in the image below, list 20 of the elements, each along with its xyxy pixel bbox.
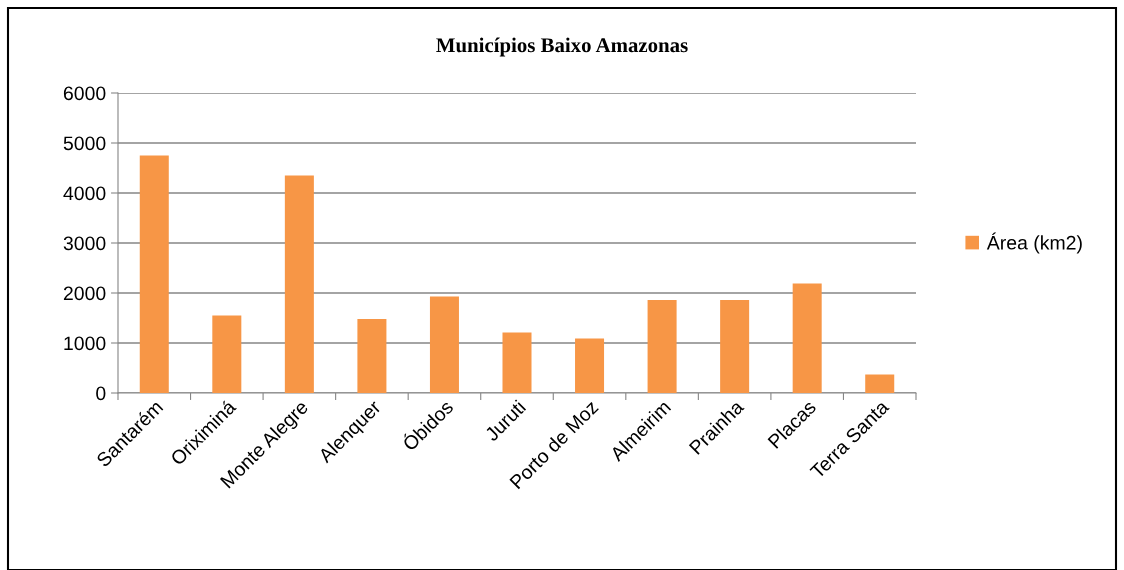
bar (720, 300, 750, 393)
bar (357, 319, 387, 393)
y-tick-label: 4000 (63, 186, 106, 201)
y-tick-label: 5000 (63, 136, 106, 151)
bar (429, 296, 459, 393)
chart-title: Municípios Baixo Amazonas (436, 37, 688, 57)
legend-label: Área (km2) (986, 232, 1082, 254)
bar (502, 332, 532, 393)
bar (139, 155, 169, 393)
y-tick-label: 6000 (63, 86, 106, 101)
bar (575, 338, 605, 393)
y-tick-label: 1000 (64, 336, 106, 351)
bar (284, 175, 314, 393)
bar (647, 300, 677, 393)
bar (212, 315, 242, 393)
bar (792, 283, 822, 393)
y-tick-label: 3000 (63, 236, 106, 251)
y-tick-label: 0 (96, 386, 106, 401)
bar (865, 374, 895, 393)
y-tick-label: 2000 (63, 286, 106, 301)
